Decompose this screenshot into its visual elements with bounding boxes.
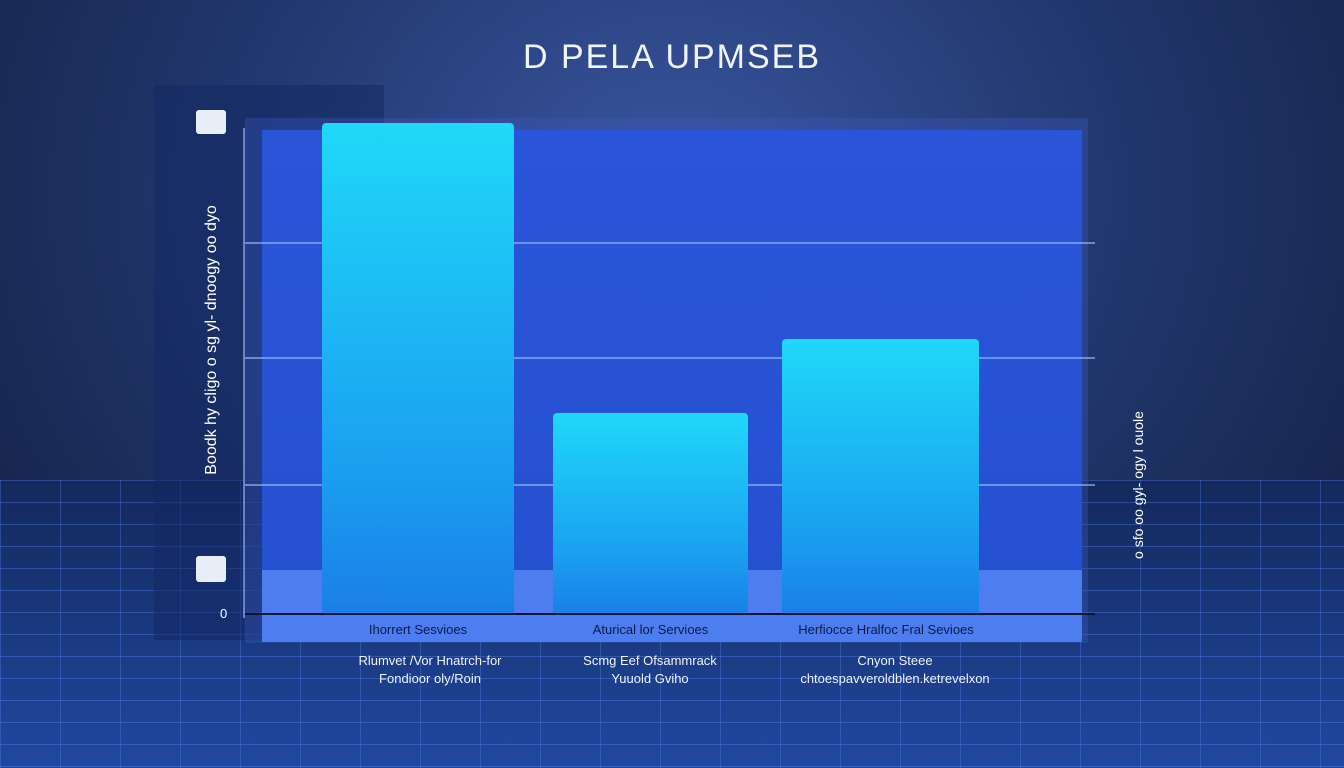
legend-icon — [196, 110, 226, 134]
description-line: Cnyon Steee — [857, 653, 933, 668]
category-description: Cnyon Steee chtoespavveroldblen.ketrevelx… — [775, 652, 1015, 688]
y-axis-label: Boodk hy cligo o sg yl- dnoogy oo dyo — [203, 205, 220, 475]
description-line: chtoespavveroldblen.ketrevelxon — [800, 671, 990, 686]
x-axis — [245, 613, 1095, 615]
gridline — [245, 242, 1095, 244]
chart-title: D PELA UPMSEB — [522, 38, 822, 76]
description-line: Yuuold Gviho — [611, 671, 689, 686]
x-tick-label: Ihorrert Sesvioes — [368, 622, 468, 637]
bar-2 — [553, 412, 748, 614]
bar-1 — [322, 123, 514, 614]
y-axis — [243, 128, 245, 618]
description-line: Rlumvet /Vor Hnatrch-for — [358, 653, 502, 668]
x-tick-label: Aturical lor Servioes — [592, 622, 709, 637]
x-tick-label: Herfiocce Hralfoc Fral Sevioes — [798, 622, 974, 637]
description-line: Fondioor oly/Roin — [379, 671, 481, 686]
bar-3 — [782, 339, 979, 614]
description-line: Scmg Eef Ofsammrack — [583, 653, 717, 668]
legend-icon — [196, 556, 226, 582]
right-axis-label: o sfo oo gyl- ogy l ouole — [1130, 411, 1146, 559]
category-description: Scmg Eef Ofsammrack Yuuold Gviho — [545, 652, 755, 688]
gridline — [245, 357, 1095, 359]
category-description: Rlumvet /Vor Hnatrch-for Fondioor oly/Roi… — [320, 652, 540, 688]
y-tick-label: 0 — [220, 606, 228, 621]
